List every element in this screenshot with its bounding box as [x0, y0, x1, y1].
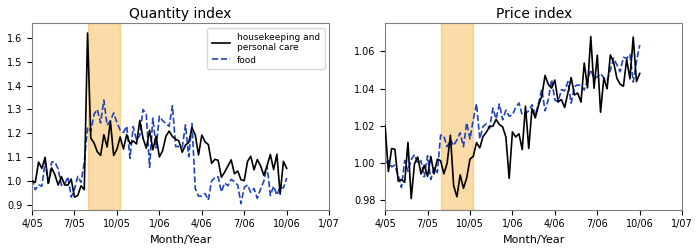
Bar	[88, 23, 120, 210]
Title: Price index: Price index	[496, 7, 572, 21]
X-axis label: Month/Year: Month/Year	[149, 235, 212, 245]
Title: Quantity index: Quantity index	[130, 7, 232, 21]
Bar	[440, 23, 473, 210]
Legend: housekeeping and
personal care, food: housekeeping and personal care, food	[207, 28, 325, 69]
X-axis label: Month/Year: Month/Year	[503, 235, 565, 245]
